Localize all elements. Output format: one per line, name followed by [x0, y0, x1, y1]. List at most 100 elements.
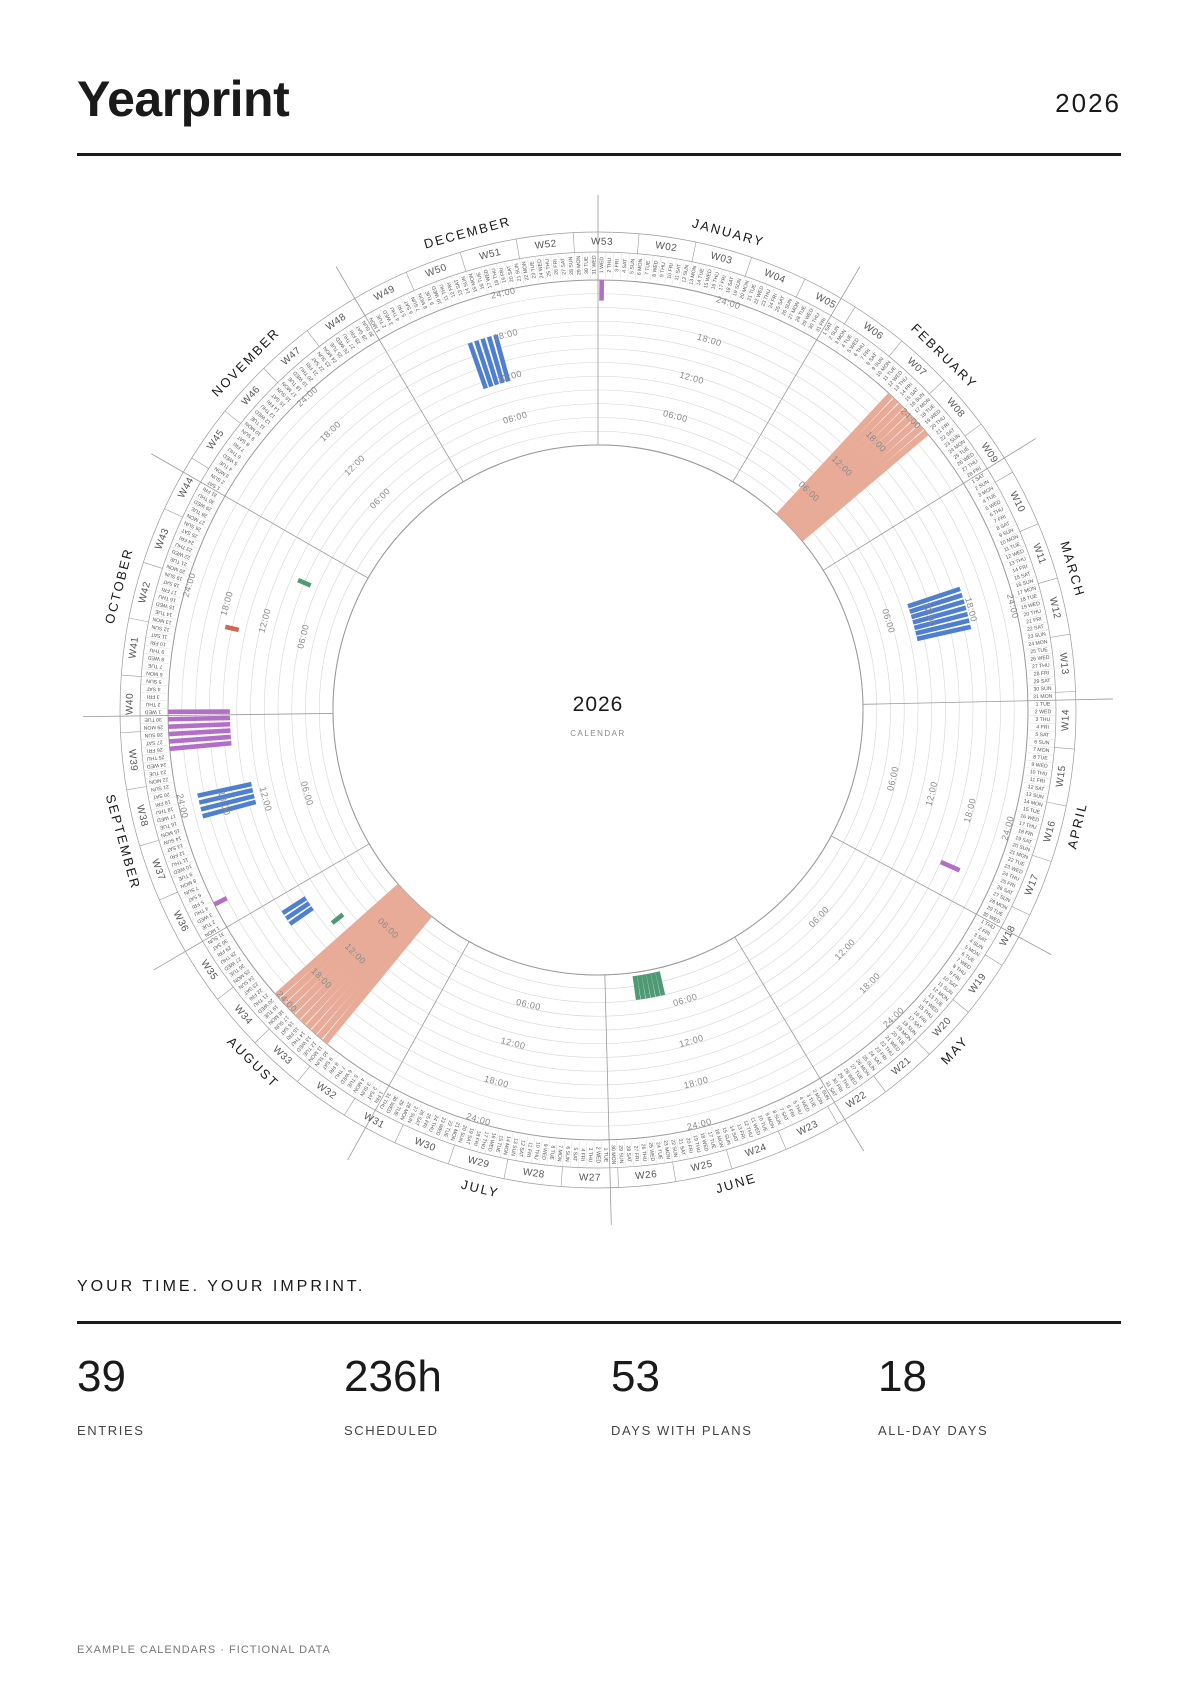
day-tick [930, 417, 951, 435]
week-tick [263, 368, 278, 383]
day-label: 9 TUE [425, 289, 436, 305]
day-tick [811, 311, 825, 335]
day-label: 13 SAT [453, 278, 464, 297]
day-label: 10 FRI [667, 263, 675, 279]
footer-note: EXAMPLE CALENDARS · FICTIONAL DATA [77, 1644, 331, 1656]
day-label: 21 SAT [677, 1138, 686, 1157]
day-label: 23 MON [662, 1140, 671, 1160]
month-label: MAY [938, 1033, 972, 1067]
week-label: W06 [861, 321, 885, 343]
day-tick [294, 366, 313, 387]
week-label: W12 [1047, 596, 1063, 620]
day-tick [566, 253, 569, 280]
day-tick [781, 1100, 793, 1125]
day-label: 1 FRI [372, 1090, 383, 1104]
day-tick [894, 377, 913, 397]
day-label: 24 MON [1028, 639, 1048, 648]
week-label: W45 [205, 428, 227, 452]
inner-circle [332, 444, 864, 976]
stat-all-day-days: 18 ALL-DAY DAYS [878, 1355, 1118, 1439]
day-tick [875, 1041, 893, 1062]
day-label: 6 SAT [403, 299, 415, 315]
day-tick [801, 1090, 814, 1115]
week-tick [344, 1098, 356, 1116]
week-tick [984, 954, 1003, 966]
day-tick [145, 637, 172, 642]
day-label: 2 WED [1035, 709, 1052, 715]
day-tick [1028, 676, 1055, 679]
stat-days-with-plans: 53 DAYS WITH PLANS [611, 1355, 851, 1439]
day-tick [757, 284, 768, 309]
day-tick [484, 1128, 492, 1154]
week-tick [143, 562, 163, 569]
week-tick [1046, 801, 1067, 807]
month-divider [83, 713, 334, 718]
day-tick [941, 971, 963, 988]
day-label: 22 TUE [441, 1120, 453, 1139]
header-rule [77, 153, 1121, 156]
day-tick [378, 307, 392, 331]
day-tick [266, 393, 286, 412]
day-tick [771, 290, 783, 315]
day-tick [736, 276, 746, 301]
event-bar [474, 340, 494, 388]
day-label: 14 MON [501, 1135, 511, 1155]
week-tick [617, 1167, 619, 1188]
day-tick [807, 1087, 821, 1111]
day-tick [531, 1137, 536, 1164]
month-label: JUNE [714, 1170, 758, 1196]
week-label: W39 [126, 749, 139, 772]
hour-label: 18:00 [683, 1074, 710, 1090]
day-label: 20 FRI [684, 1137, 693, 1153]
month-label: JULY [460, 1177, 501, 1201]
day-tick [500, 1131, 506, 1158]
day-label: 8 TUE [1033, 754, 1049, 762]
day-tick [1026, 767, 1052, 772]
event-bar [789, 413, 914, 532]
day-label: 8 WED [652, 260, 660, 277]
day-tick [1003, 553, 1029, 563]
day-tick [392, 300, 405, 324]
day-tick [527, 257, 532, 284]
event-bar [637, 974, 646, 1000]
day-tick [140, 730, 167, 732]
week-label: W22 [844, 1090, 868, 1111]
day-tick [1017, 811, 1044, 818]
event-bar [913, 611, 969, 631]
day-tick [900, 382, 919, 402]
day-label: 14 TUE [696, 267, 706, 286]
day-tick [217, 455, 240, 470]
day-tick [194, 915, 218, 928]
day-tick [173, 538, 198, 549]
day-label: 22 TUE [1007, 857, 1026, 869]
day-label: 17 FRI [718, 275, 728, 292]
day-tick [974, 921, 998, 935]
day-tick [274, 1015, 294, 1035]
day-tick [152, 811, 179, 818]
day-tick [142, 660, 169, 664]
event-bar [792, 418, 919, 535]
day-label: 17 MON [1017, 586, 1037, 597]
week-tick [995, 471, 1013, 483]
week-tick [915, 1039, 930, 1055]
day-tick [196, 488, 220, 502]
day-tick [1013, 583, 1039, 591]
day-tick [845, 1063, 861, 1086]
day-label: 16 TUE [158, 820, 177, 830]
day-label: 18 SAT [162, 578, 181, 589]
day-tick [242, 982, 264, 1000]
chart-events [167, 279, 972, 1045]
event-bar [779, 397, 899, 522]
day-label: 6 MON [637, 258, 645, 275]
event-bar [168, 734, 232, 744]
week-label: W35 [198, 958, 219, 982]
day-tick [1029, 692, 1056, 694]
day-label: 13 SUN [1025, 791, 1044, 800]
day-tick [446, 1117, 456, 1143]
week-tick [964, 423, 982, 437]
day-label: 16 MON [713, 1128, 724, 1148]
week-label: W42 [137, 580, 153, 604]
day-tick [747, 1115, 757, 1140]
event-bar [311, 906, 426, 1035]
hour-label: 12:00 [257, 607, 273, 634]
